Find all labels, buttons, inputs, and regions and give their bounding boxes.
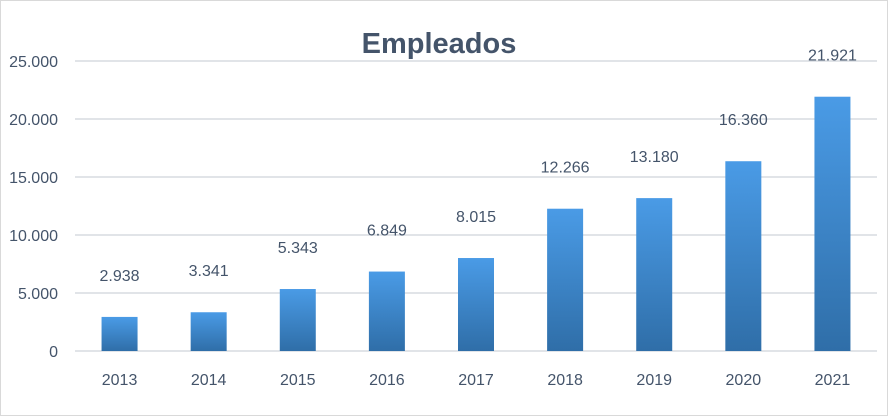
y-tick-label: 25.000 — [9, 54, 58, 71]
data-label-2021: 21.921 — [808, 48, 857, 65]
bar-2021 — [814, 96, 851, 351]
data-label-2014: 3.341 — [189, 263, 229, 280]
x-tick-label: 2014 — [191, 372, 227, 389]
data-label-2013: 2.938 — [100, 268, 140, 285]
data-label-2016: 6.849 — [367, 223, 407, 240]
y-tick-label: 15.000 — [9, 170, 58, 187]
x-tick-label: 2013 — [102, 372, 138, 389]
x-tick-label: 2018 — [547, 372, 583, 389]
y-tick-label: 5.000 — [18, 286, 58, 303]
data-label-2018: 12.266 — [541, 160, 590, 177]
bar-2017 — [458, 258, 494, 351]
bar-2016 — [368, 271, 405, 351]
x-tick-label: 2020 — [726, 372, 762, 389]
bar-2014 — [190, 312, 227, 351]
data-label-2019: 13.180 — [630, 149, 679, 166]
bar-2018 — [547, 208, 584, 351]
x-tick-label: 2019 — [636, 372, 672, 389]
bar-2013 — [101, 316, 138, 351]
y-tick-label: 10.000 — [9, 228, 58, 245]
x-tick-label: 2021 — [815, 372, 851, 389]
x-tick-label: 2017 — [458, 372, 494, 389]
y-tick-label: 20.000 — [9, 112, 58, 129]
chart-title: Empleados — [362, 28, 517, 60]
bar-2015 — [279, 289, 316, 351]
data-label-2020: 16.360 — [719, 112, 768, 129]
data-label-2015: 5.343 — [278, 240, 318, 257]
x-tick-label: 2015 — [280, 372, 316, 389]
data-label-2017: 8.015 — [456, 209, 496, 226]
x-tick-label: 2016 — [369, 372, 405, 389]
bar-2019 — [636, 198, 673, 351]
bar-2020 — [725, 161, 762, 351]
y-tick-label: 0 — [49, 344, 58, 361]
